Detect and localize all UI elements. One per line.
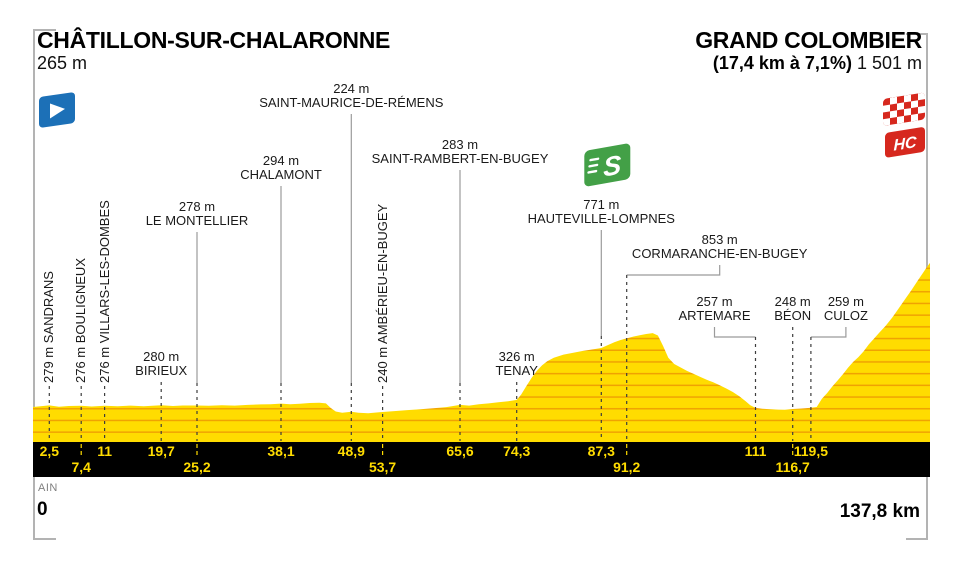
waypoint-elevation: 294 m [262,153,300,168]
start-flag-icon [39,92,75,128]
km-marker: 11 [97,443,112,459]
elevation-profile [33,262,930,443]
waypoint-name: CORMARANCHE-EN-BUGEY [631,246,808,261]
waypoint-elevation: 771 m [583,197,620,212]
start-km: 0 [37,499,48,520]
finish-elevation: 1 501 m [856,53,922,73]
hc-category-icon: HC [885,127,925,158]
waypoint-name: HAUTEVILLE-LOMPNES [527,211,675,226]
waypoint-label: 326 m TENAY [495,350,537,378]
waypoint-label: 278 m LE MONTELLIER [146,200,249,228]
waypoint-label: 224 m SAINT-MAURICE-DE-RÉMENS [259,82,443,110]
waypoint-elevation: 283 m [441,137,479,152]
waypoint-label: 259 m CULOZ [824,295,868,323]
hc-checkered-flag-icon [883,92,925,126]
waypoint-label: 294 m CHALAMONT [240,154,322,182]
km-marker: 111 [744,443,767,459]
waypoint-elevation: 326 m [498,349,535,364]
waypoint-name: BIRIEUX [135,363,188,378]
waypoint-elevation: 280 m [143,349,180,364]
finish-km: 137,8 km [839,501,920,522]
start-header: CHÂTILLON-SUR-CHALARONNE 265 m [37,27,390,73]
waypoint-name: CHALAMONT [240,167,322,182]
km-marker: 116,7 [775,459,810,475]
waypoint-name: LE MONTELLIER [145,213,249,228]
waypoint-connector [810,327,847,338]
waypoint-name: CULOZ [823,308,868,323]
waypoint-connector [713,327,756,338]
waypoint-connector [626,265,721,276]
waypoint-label: 771 m HAUTEVILLE-LOMPNES [528,198,675,226]
km-marker: 48,9 [337,443,365,459]
department-label: AIN [38,482,58,494]
waypoint-name: SAINT-MAURICE-DE-RÉMENS [259,95,444,110]
waypoint-name: BÉON [774,308,812,323]
km-marker: 91,2 [613,459,641,475]
waypoint-label: 276 m BOULIGNEUX [73,258,89,383]
km-marker: 7,4 [71,459,91,475]
km-marker: 74,3 [503,443,531,459]
waypoint-elevation: 224 m [333,81,370,96]
km-marker: 38,1 [267,443,295,459]
distance-bar: 2,5 7,4 11 19,7 25,2 38,1 48,9 53,7 65,6 74,3 87,3… [33,442,930,477]
waypoint-label: 257 m ARTEMARE [679,295,751,323]
waypoint-label: 276 m VILLARS-LES-DOMBES [96,200,112,383]
start-elevation: 265 m [37,53,88,73]
waypoint-elevation: 248 m [774,294,811,309]
finish-climb-stats: (17,4 km à 7,1%) [712,53,852,73]
sprint-icon: S [584,143,631,187]
km-marker: 19,7 [147,443,175,459]
finish-name: GRAND COLOMBIER [695,27,922,53]
km-marker: 53,7 [368,459,397,475]
waypoint-elevation: 257 m [696,294,733,309]
km-marker: 87,3 [587,443,615,459]
svg-text:HC: HC [893,133,916,155]
start-name: CHÂTILLON-SUR-CHALARONNE [37,27,391,53]
distance-bar-bg [33,442,930,477]
start-bracket [33,29,56,540]
km-marker: 119,5 [793,443,829,459]
finish-header: GRAND COLOMBIER (17,4 km à 7,1%) 1 501 m [695,27,922,73]
waypoint-label: 248 m BÉON [774,295,811,323]
km-marker: 25,2 [183,459,211,475]
waypoint-label: 240 m AMBÉRIEU-EN-BUGEY [374,203,390,383]
waypoint-label: 853 m CORMARANCHE-EN-BUGEY [632,233,808,261]
svg-text:S: S [603,149,621,183]
waypoint-name: ARTEMARE [678,308,751,323]
waypoint-label: 283 m SAINT-RAMBERT-EN-BUGEY [372,138,549,166]
waypoint-elevation: 259 m [827,294,864,309]
waypoint-elevation: 278 m [178,199,216,214]
km-marker: 65,6 [446,443,474,459]
waypoint-label: 280 m BIRIEUX [135,350,187,378]
waypoint-label: 279 m SANDRANS [41,271,57,383]
km-marker: 2,5 [39,443,60,459]
waypoint-name: SAINT-RAMBERT-EN-BUGEY [371,151,549,166]
waypoint-name: TENAY [495,363,538,378]
waypoint-elevation: 853 m [701,232,738,247]
